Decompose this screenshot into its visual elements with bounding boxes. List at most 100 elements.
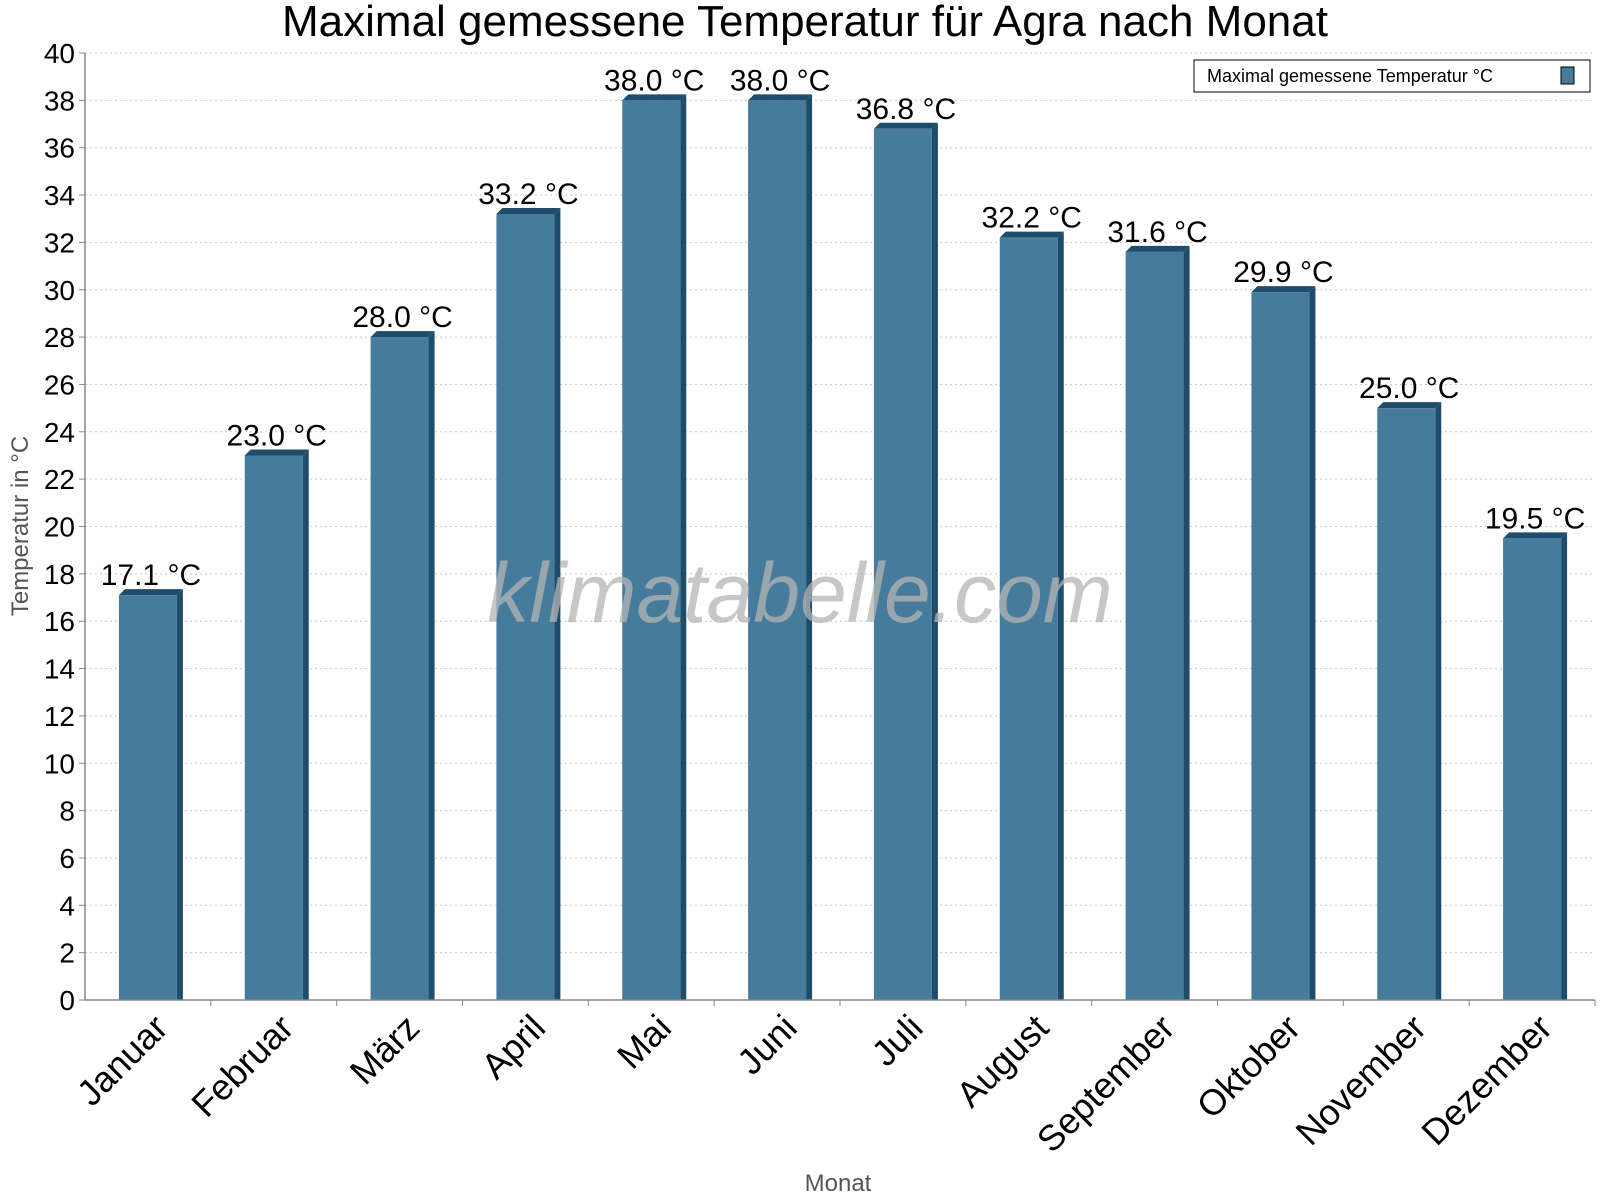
bar-face [748,100,807,1001]
bar-7 [873,122,938,1000]
y-tick-label: 8 [59,796,75,827]
y-tick-label: 4 [59,890,75,921]
bar-side [931,122,938,1000]
x-tick-label: März [342,1007,428,1093]
value-label: 23.0 °C [227,419,327,452]
bar-face [1251,292,1310,1000]
value-label: 33.2 °C [478,178,578,211]
y-tick-label: 0 [59,985,75,1016]
y-tick-label: 18 [44,559,75,590]
bar-top [496,207,561,214]
watermark: klimatabelle.com [487,546,1113,640]
y-tick-label: 10 [44,748,75,779]
value-label: 29.9 °C [1233,256,1333,289]
legend-box [1193,59,1591,93]
bar-top [999,231,1064,238]
y-tick-label: 14 [44,654,75,685]
value-label: 25.0 °C [1359,372,1459,405]
x-tick-label: Februar [183,1007,301,1125]
bar-top [748,94,813,101]
bar-face [873,128,932,1000]
bar-1 [118,589,183,1000]
y-tick-label: 20 [44,512,75,543]
y-tick-label: 36 [44,133,75,164]
bar-top [370,331,435,338]
y-axis-title: Temperatur in °C [7,436,34,616]
legend-swatch [1560,66,1575,85]
bar-side [1183,245,1190,1000]
y-tick-label: 12 [44,701,75,732]
y-tick-label: 40 [44,38,75,69]
gridlines [85,52,1595,954]
bar-side [806,94,813,1001]
x-tick-label: August [948,1007,1056,1115]
bar-side [1309,286,1316,1000]
x-tick-label: Januar [69,1007,176,1114]
bar-3 [370,331,435,1001]
bar-2 [244,449,309,1001]
x-tick-label: November [1287,1007,1433,1153]
legend: Maximal gemessene Temperatur °C [1193,59,1591,93]
x-tick-label: Juni [729,1007,805,1083]
bar-5 [622,94,687,1001]
bar-side [302,449,309,1001]
bar-top [1377,402,1442,409]
bar-face [622,100,681,1001]
bar-side [1561,532,1568,1000]
bar-face [244,455,303,1001]
bar-face [118,595,177,1000]
bar-top [1125,245,1190,252]
x-axis-ticks: Januar Februar März April Mai Juni Juli AugustS… [69,1000,1596,1161]
bar-side [1057,231,1064,1001]
legend-label: Maximal gemessene Temperatur °C [1207,66,1493,86]
bar-face [496,213,555,1001]
value-label: 32.2 °C [982,202,1082,235]
value-label: 38.0 °C [730,64,830,97]
bar-top [244,449,309,456]
bar-series [118,94,1568,1001]
bar-9 [1125,245,1190,1000]
x-axis-title: Monat [805,1170,872,1197]
value-labels: 17.1 °C 23.0 °C 28.0 °C 33.2 °C 38.0 °C 38.0 … [101,64,1586,592]
value-label: 36.8 °C [856,93,956,126]
bar-side [554,207,561,1001]
bar-face [1377,408,1436,1000]
bar-face [999,237,1058,1001]
chart-title: Maximal gemessene Temperatur für Agra na… [282,0,1328,46]
x-tick-label: Dezember [1413,1007,1559,1153]
bar-side [680,94,687,1001]
bar-6 [748,94,813,1001]
y-tick-label: 28 [44,322,75,353]
bar-side [1435,402,1442,1000]
value-label: 19.5 °C [1485,502,1585,535]
y-tick-label: 6 [59,843,75,874]
y-tick-label: 22 [44,464,75,495]
bar-10 [1251,286,1316,1000]
bar-face [1125,251,1184,1000]
x-tick-label: April [473,1007,553,1087]
x-tick-label: Mai [609,1007,679,1077]
x-tick-label: Oktober [1189,1007,1309,1127]
bar-11 [1377,402,1442,1000]
bar-top [873,122,938,129]
bar-top [1503,532,1568,539]
y-tick-label: 38 [44,85,75,116]
bar-side [428,331,435,1001]
y-tick-label: 26 [44,369,75,400]
bar-top [1251,286,1316,293]
value-label: 38.0 °C [604,64,704,97]
bar-4 [496,207,561,1001]
y-tick-label: 24 [44,417,75,448]
bar-face [370,337,429,1001]
y-tick-label: 16 [44,606,75,637]
value-label: 31.6 °C [1107,216,1207,249]
bar-8 [999,231,1064,1001]
y-tick-label: 2 [59,938,75,969]
bar-top [118,589,183,596]
bar-face [1503,538,1562,1000]
y-tick-label: 32 [44,227,75,258]
x-tick-label: September [1029,1007,1183,1161]
bar-side [176,589,183,1000]
